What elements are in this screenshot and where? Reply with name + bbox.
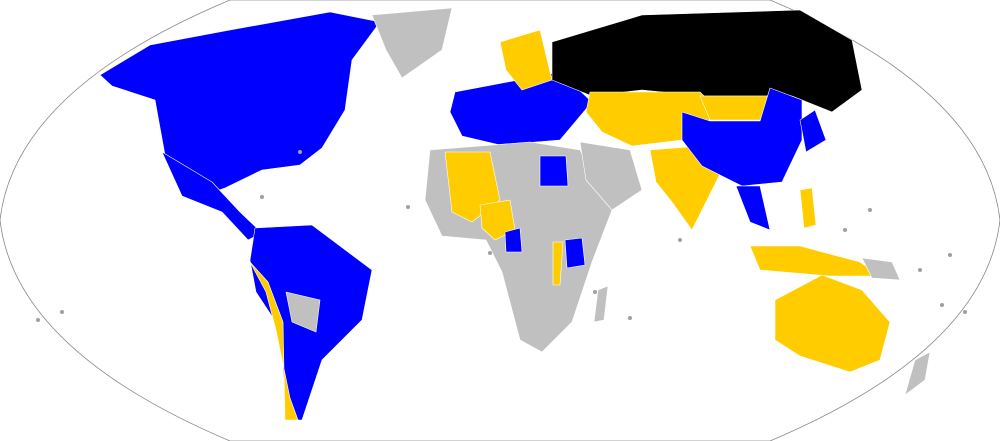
island-marker xyxy=(260,195,264,199)
region-japan xyxy=(799,109,827,153)
region-southeast-asia xyxy=(735,185,771,231)
region-congo xyxy=(504,227,523,253)
region-philippines xyxy=(799,187,817,229)
region-china xyxy=(681,87,803,187)
island-marker xyxy=(36,318,40,322)
region-australia xyxy=(774,274,891,373)
region-bolivia-paraguay xyxy=(285,291,321,333)
island-marker xyxy=(593,290,597,294)
island-marker xyxy=(60,310,64,314)
island-marker xyxy=(868,208,872,212)
island-marker xyxy=(678,238,682,242)
region-egypt xyxy=(539,155,569,187)
island-marker xyxy=(628,316,632,320)
island-marker xyxy=(918,268,922,272)
island-marker xyxy=(843,228,847,232)
island-marker xyxy=(963,310,967,314)
region-new-zealand xyxy=(904,351,931,396)
region-papua xyxy=(861,257,901,281)
region-mongolia xyxy=(699,95,771,121)
region-russia xyxy=(551,9,863,113)
island-marker xyxy=(948,253,952,257)
region-uganda xyxy=(552,241,564,286)
region-scandinavia xyxy=(499,29,553,91)
region-kenya xyxy=(564,237,586,269)
island-marker xyxy=(406,205,410,209)
island-marker xyxy=(488,251,492,255)
small-island-markers xyxy=(36,150,967,322)
region-arabia xyxy=(579,141,643,211)
country-regions xyxy=(99,7,931,421)
island-marker xyxy=(298,150,302,154)
region-greenland xyxy=(371,7,453,79)
region-north-america xyxy=(99,11,381,199)
region-madagascar xyxy=(593,285,609,323)
island-marker xyxy=(940,303,944,307)
region-peru-chile xyxy=(249,261,299,421)
